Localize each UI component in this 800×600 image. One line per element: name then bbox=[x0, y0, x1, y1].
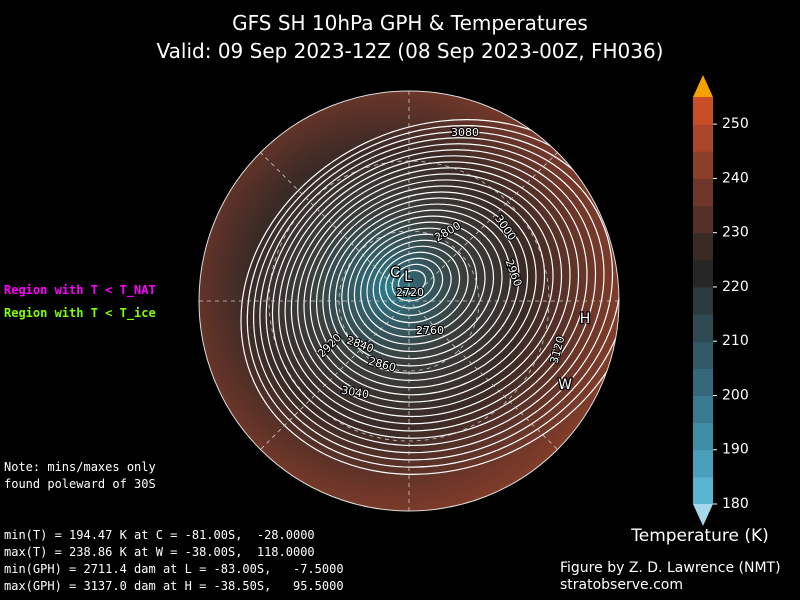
colorbar-tick-label: 200 bbox=[722, 387, 749, 403]
extremum-marker: C bbox=[390, 265, 400, 281]
colorbar-tick-label: 210 bbox=[722, 333, 749, 349]
colorbar-band bbox=[693, 422, 713, 451]
colorbar-band bbox=[693, 449, 713, 478]
colorbar-tick-label: 190 bbox=[722, 442, 749, 458]
contour bbox=[378, 251, 452, 316]
colorbar-band bbox=[693, 232, 713, 261]
credit: Figure by Z. D. Lawrence (NMT) bbox=[560, 560, 781, 576]
extremum-marker: L bbox=[404, 269, 412, 285]
stats-line: min(GPH) = 2711.4 dam at L = -83.00S, -7… bbox=[4, 562, 344, 576]
colorbar-band bbox=[693, 124, 713, 152]
title-line: GFS SH 10hPa GPH & Temperatures bbox=[232, 11, 588, 35]
colorbar-label: Temperature (K) bbox=[630, 526, 769, 546]
stats-line: min(T) = 194.47 K at C = -81.00S, -28.00… bbox=[4, 528, 315, 542]
title-line: Valid: 09 Sep 2023-12Z (08 Sep 2023-00Z,… bbox=[157, 39, 664, 63]
contour bbox=[303, 179, 554, 403]
stats-line: max(GPH) = 3137.0 dam at H = -38.50S, 95… bbox=[4, 579, 344, 593]
colorbar-band bbox=[693, 259, 713, 288]
colorbar-tick-label: 240 bbox=[722, 170, 749, 186]
contour bbox=[271, 149, 597, 439]
colorbar-band bbox=[693, 151, 713, 179]
colorbar-band bbox=[693, 178, 713, 207]
colorbar-tick-label: 250 bbox=[722, 116, 749, 132]
map-border bbox=[198, 90, 620, 512]
contour-label: 2720 bbox=[396, 286, 424, 299]
contour bbox=[334, 209, 512, 367]
colorbar-over bbox=[693, 75, 713, 97]
contour bbox=[341, 215, 503, 360]
colorbar-band bbox=[693, 395, 713, 424]
contour bbox=[360, 233, 478, 338]
colorbar-tick-label: 220 bbox=[722, 279, 749, 295]
graticule bbox=[199, 91, 619, 511]
note: found poleward of 30S bbox=[4, 477, 156, 491]
legend-entry: Region with T < T_NAT bbox=[4, 283, 156, 298]
contour bbox=[309, 185, 546, 396]
contour bbox=[385, 257, 444, 309]
credit: stratobserve.com bbox=[560, 577, 683, 593]
legend-entry: Region with T < T_ice bbox=[4, 306, 156, 321]
extremum-marker: H bbox=[580, 311, 591, 327]
colorbar-band bbox=[693, 286, 713, 315]
colorbar-band bbox=[693, 97, 713, 125]
colorbar-band bbox=[693, 476, 713, 505]
contour-label: 3040 bbox=[340, 384, 370, 402]
contour-label: 2760 bbox=[416, 324, 444, 337]
colorbar-band bbox=[693, 341, 713, 369]
contour bbox=[290, 167, 571, 418]
contour-label: 3080 bbox=[451, 126, 479, 139]
contour bbox=[297, 173, 563, 410]
colorbar-band bbox=[693, 368, 713, 396]
contour bbox=[328, 203, 520, 374]
colorbar-under bbox=[693, 504, 713, 526]
colorbar-band bbox=[693, 205, 713, 234]
contour bbox=[240, 119, 619, 475]
contour bbox=[278, 155, 588, 432]
note: Note: mins/maxes only bbox=[4, 460, 156, 474]
contour bbox=[366, 239, 469, 331]
contour bbox=[315, 191, 537, 389]
colorbar-tick-label: 180 bbox=[722, 496, 749, 512]
contour bbox=[259, 137, 614, 454]
colorbar-tick-label: 230 bbox=[722, 225, 749, 241]
contour bbox=[322, 197, 529, 381]
contour bbox=[353, 227, 486, 345]
stats-line: max(T) = 238.86 K at W = -38.00S, 118.00… bbox=[4, 545, 315, 559]
contour bbox=[397, 269, 427, 295]
contour bbox=[391, 263, 435, 302]
extremum-marker: W bbox=[558, 377, 572, 393]
colorbar: 180 190 200 210 220 230 240 250 bbox=[693, 75, 749, 526]
contour bbox=[347, 221, 495, 353]
contour bbox=[284, 161, 580, 425]
contours bbox=[240, 119, 619, 475]
colorbar-band bbox=[693, 314, 713, 342]
contour bbox=[372, 245, 461, 324]
contour bbox=[265, 143, 605, 447]
